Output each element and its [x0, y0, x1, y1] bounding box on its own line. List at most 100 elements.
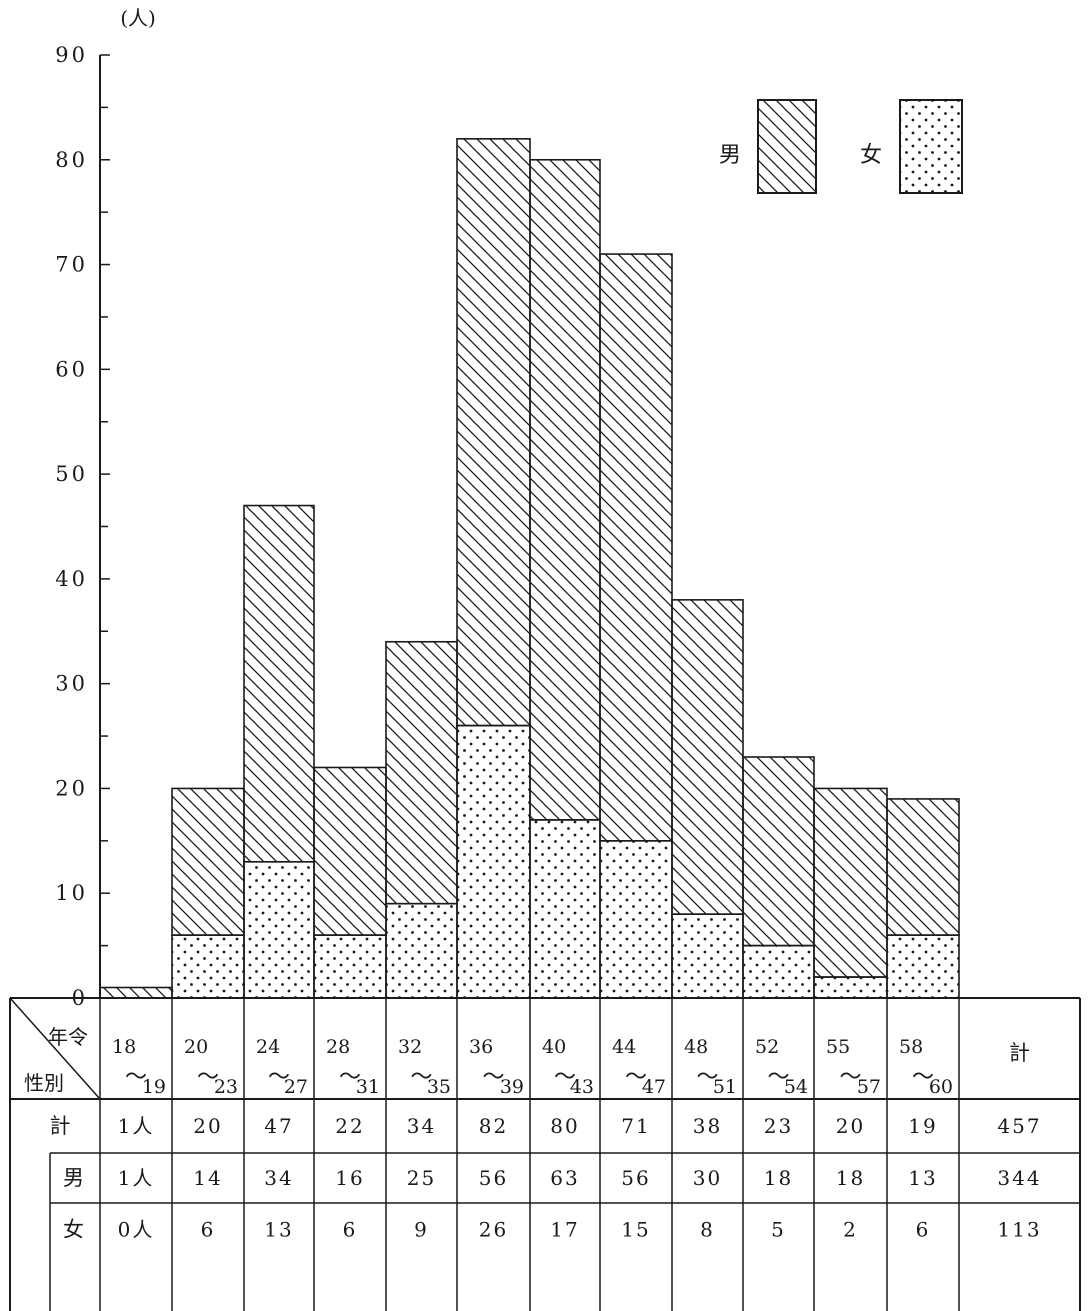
category-from-label: 28 [326, 1036, 350, 1058]
category-from-label: 52 [755, 1036, 779, 1058]
table-cell: 38 [693, 1114, 722, 1138]
bar-segment-female [171, 934, 245, 999]
y-tick-label: 50 [55, 462, 88, 486]
bar-segment-female [313, 934, 387, 999]
category-to-label: 57 [857, 1076, 881, 1098]
legend-swatch-female [899, 99, 963, 194]
category-range-mark: ～ [410, 1065, 432, 1090]
table-cell: 47 [264, 1114, 293, 1138]
y-tick-label: 10 [55, 881, 88, 905]
table-cell: 22 [335, 1114, 364, 1138]
category-range-mark: ～ [339, 1065, 361, 1090]
table-cell: 20 [193, 1114, 222, 1138]
bar-segment-female [243, 860, 315, 999]
category-to-label: 47 [642, 1076, 666, 1098]
bar-segment-male [385, 640, 458, 905]
y-tick-label: 60 [55, 357, 88, 381]
category-to-label: 19 [142, 1076, 166, 1098]
bar-segment-male [742, 756, 815, 947]
table-cell: 17 [550, 1218, 579, 1242]
y-tick-label: 70 [55, 253, 88, 277]
y-axis-unit: (人) [120, 6, 156, 30]
y-tick-label: 30 [55, 672, 88, 696]
bar-segment-female [671, 913, 744, 999]
table-cell: 2 [843, 1218, 858, 1242]
table-cell: 8 [700, 1218, 715, 1242]
table-cell: 6 [916, 1218, 931, 1242]
category-to-label: 54 [784, 1076, 808, 1098]
table-cell: 19 [908, 1114, 937, 1138]
category-range-mark: ～ [767, 1065, 789, 1090]
legend-label-male: 男 [719, 143, 741, 168]
category-from-label: 55 [826, 1036, 850, 1058]
bar-segment-female [529, 819, 601, 999]
bar-segment-male [886, 798, 960, 936]
category-range-mark: ～ [839, 1065, 861, 1090]
table-cell: 18 [764, 1166, 793, 1190]
table-header-sex: 性別 [24, 1071, 64, 1095]
bar-segment-female [813, 976, 888, 999]
category-from-label: 48 [684, 1036, 708, 1058]
legend-swatch-male [757, 99, 817, 194]
y-tick-label: 90 [55, 43, 88, 67]
category-range-mark: ～ [125, 1065, 147, 1090]
bar-segment-male [456, 138, 531, 727]
table-cell: 20 [836, 1114, 865, 1138]
category-from-label: 18 [112, 1036, 136, 1058]
table-cell: 80 [550, 1114, 579, 1138]
category-range-mark: ～ [268, 1065, 290, 1090]
table-cell: 1人 [118, 1166, 155, 1190]
bar-segment-female [886, 934, 960, 999]
category-to-label: 27 [284, 1076, 308, 1098]
table-cell: 6 [201, 1218, 216, 1242]
category-to-label: 31 [356, 1076, 380, 1098]
table-cell: 25 [407, 1166, 436, 1190]
table-cell: 0人 [118, 1218, 155, 1242]
table-total-cell: 457 [997, 1114, 1041, 1138]
bar-segment-female [456, 724, 531, 999]
table-cell: 6 [343, 1218, 358, 1242]
table-header-age: 年令 [48, 1025, 88, 1049]
table-cell: 71 [621, 1114, 650, 1138]
table-cell: 56 [479, 1166, 508, 1190]
table-total-cell: 344 [997, 1166, 1041, 1190]
bar-segment-female [599, 840, 673, 999]
table-total-header: 計 [1009, 1041, 1030, 1065]
bar-segment-male [813, 787, 888, 978]
table-cell: 34 [407, 1114, 436, 1138]
table-total-cell: 113 [997, 1218, 1041, 1242]
table-cell: 82 [479, 1114, 508, 1138]
category-to-label: 43 [570, 1076, 594, 1098]
bar-segment-male [99, 986, 173, 999]
category-range-mark: ～ [912, 1065, 934, 1090]
table-row-label: 女 [63, 1218, 84, 1242]
category-to-label: 23 [214, 1076, 238, 1098]
table-row-label: 計 [50, 1114, 71, 1138]
category-to-label: 51 [713, 1076, 737, 1098]
bar-segment-female [742, 944, 815, 999]
category-to-label: 35 [427, 1076, 451, 1098]
table-cell: 15 [621, 1218, 650, 1242]
table-cell: 34 [264, 1166, 293, 1190]
category-range-mark: ～ [197, 1065, 219, 1090]
y-tick-label: 40 [55, 567, 88, 591]
category-from-label: 36 [469, 1036, 493, 1058]
table-cell: 16 [335, 1166, 364, 1190]
bar-segment-male [529, 158, 601, 821]
category-from-label: 40 [542, 1036, 566, 1058]
category-to-label: 39 [500, 1076, 524, 1098]
y-tick-label: 20 [55, 776, 88, 800]
category-range-mark: ～ [554, 1065, 576, 1090]
y-tick-label: 80 [55, 148, 88, 172]
category-from-label: 58 [899, 1036, 923, 1058]
table-cell: 30 [693, 1166, 722, 1190]
bar-segment-male [599, 253, 673, 842]
category-range-mark: ～ [482, 1065, 504, 1090]
bar-segment-female [385, 902, 458, 999]
table-cell: 14 [193, 1166, 222, 1190]
table-header-diagonal [9, 997, 101, 1100]
bar-segment-male [171, 787, 245, 936]
category-from-label: 32 [398, 1036, 422, 1058]
category-from-label: 24 [256, 1036, 280, 1058]
table-cell: 23 [764, 1114, 793, 1138]
